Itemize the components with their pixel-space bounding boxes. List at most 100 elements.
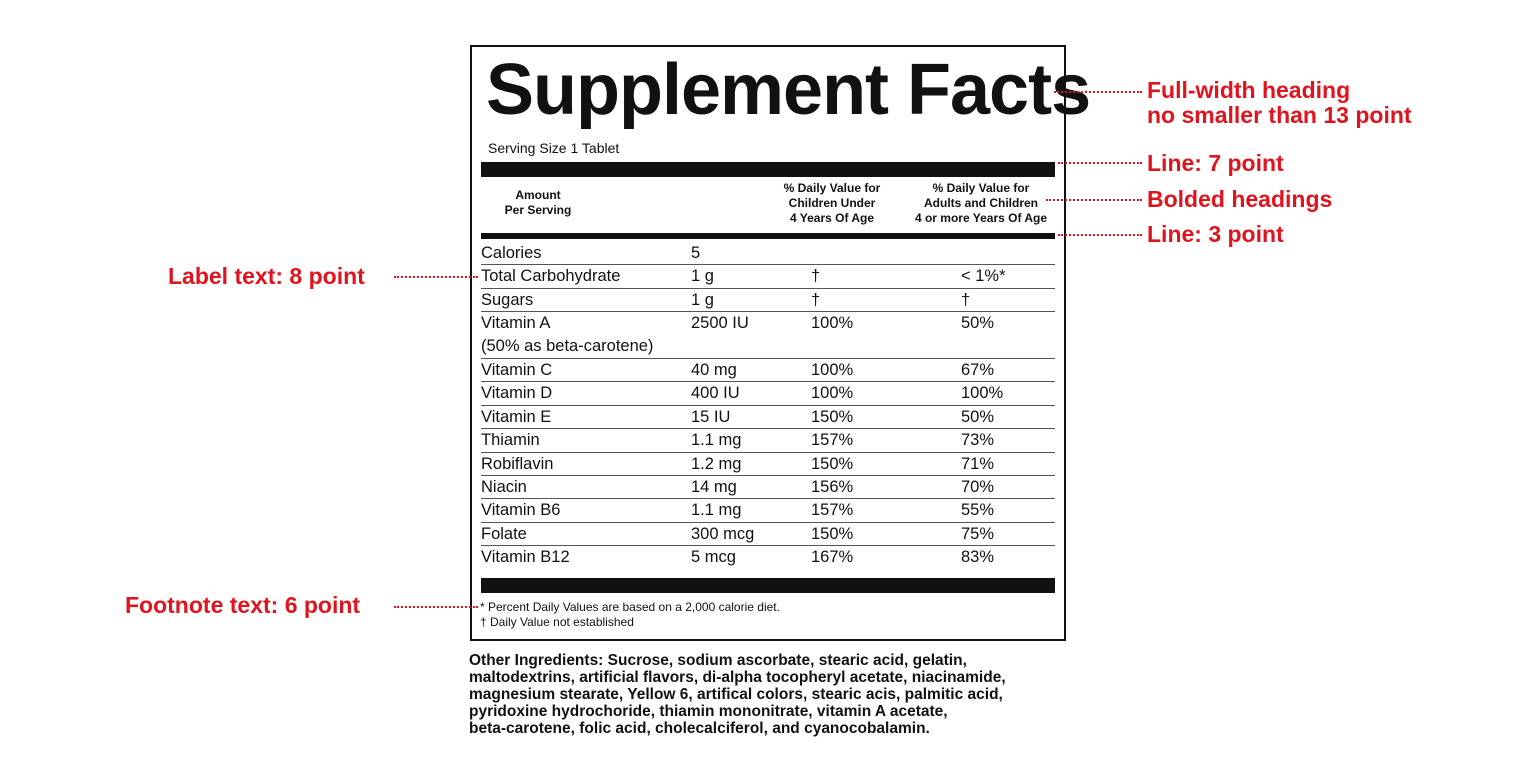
table-row: Vitamin A (50% as beta-carotene) 2500 IU… bbox=[481, 312, 1055, 359]
nutrient-amount: 14 mg bbox=[691, 477, 737, 496]
table-row: Sugars 1 g † † bbox=[481, 289, 1055, 313]
serving-size: Serving Size 1 Tablet bbox=[488, 140, 620, 156]
line7-leader-line bbox=[1058, 162, 1142, 164]
annotation-footnote-text: Footnote text: 6 point bbox=[125, 592, 361, 618]
nutrient-dv-adults: 50% bbox=[961, 407, 995, 426]
header-children-dv: % Daily Value for Children Under 4 Years… bbox=[767, 181, 897, 226]
table-row: Vitamin C 40 mg 100% 67% bbox=[481, 359, 1055, 383]
footnote-not-established: † Daily Value not established bbox=[480, 615, 634, 629]
header-adults-dv: % Daily Value for Adults and Children 4 … bbox=[906, 181, 1056, 226]
nutrient-dv-adults: † bbox=[961, 290, 971, 309]
nutrient-dv-children: 167% bbox=[811, 548, 854, 567]
nutrient-dv-adults: 73% bbox=[961, 431, 995, 450]
nutrient-dv-children: 100% bbox=[811, 360, 854, 379]
header-children-line: 4 Years Of Age bbox=[789, 211, 875, 225]
nutrient-name: Total Carbohydrate bbox=[481, 267, 621, 286]
nutrient-dv-adults: 67% bbox=[961, 360, 995, 379]
annotation-heading: Full-width heading no smaller than 13 po… bbox=[1147, 78, 1412, 128]
annotation-heading-line: Full-width heading bbox=[1147, 77, 1351, 103]
nutrient-amount: 300 mcg bbox=[691, 524, 755, 543]
table-row: Thiamin 1.1 mg 157% 73% bbox=[481, 429, 1055, 453]
nutrient-table: Calories 5 Total Carbohydrate 1 g † < 1%… bbox=[481, 242, 1055, 569]
header-children-line: Children Under bbox=[788, 196, 876, 210]
annotation-bolded-headings: Bolded headings bbox=[1147, 186, 1333, 212]
other-ingredients: Other Ingredients: Sucrose, sodium ascor… bbox=[469, 652, 1069, 737]
header-amount-per-serving: Amount Per Serving bbox=[498, 188, 578, 218]
nutrient-dv-children: † bbox=[811, 290, 821, 309]
annotation-line-3: Line: 3 point bbox=[1147, 221, 1284, 247]
table-row: Robiflavin 1.2 mg 150% 71% bbox=[481, 453, 1055, 476]
nutrient-name: Folate bbox=[481, 524, 527, 543]
nutrient-name: Robiflavin bbox=[481, 454, 554, 473]
ingredients-line: Other Ingredients: Sucrose, sodium ascor… bbox=[469, 652, 967, 669]
nutrient-name: Sugars bbox=[481, 290, 534, 309]
nutrient-name: Vitamin D bbox=[481, 384, 553, 403]
nutrient-amount: 400 IU bbox=[691, 384, 740, 403]
table-row: Vitamin E 15 IU 150% 50% bbox=[481, 406, 1055, 430]
ingredients-line: pyridoxine hydrochoride, thiamin mononit… bbox=[469, 703, 948, 720]
nutrient-amount: 1.1 mg bbox=[691, 431, 742, 450]
medium-rule bbox=[481, 233, 1055, 239]
table-row: Vitamin D 400 IU 100% 100% bbox=[481, 382, 1055, 406]
footnote-leader-line bbox=[394, 606, 478, 608]
nutrient-amount: 1 g bbox=[691, 267, 714, 286]
nutrient-name: Niacin bbox=[481, 477, 527, 496]
nutrient-dv-children: 156% bbox=[811, 477, 854, 496]
nutrient-dv-adults: 83% bbox=[961, 548, 995, 567]
header-adults-line: Adults and Children bbox=[924, 196, 1038, 210]
nutrient-name: Calories bbox=[481, 244, 542, 262]
nutrient-dv-children: † bbox=[811, 267, 821, 286]
table-row: Vitamin B6 1.1 mg 157% 55% bbox=[481, 499, 1055, 523]
nutrient-amount: 1 g bbox=[691, 290, 714, 309]
header-adults-line: 4 or more Years Of Age bbox=[914, 211, 1048, 225]
nutrient-amount: 15 IU bbox=[691, 407, 731, 426]
nutrient-amount: 5 bbox=[691, 244, 701, 262]
nutrient-dv-children: 100% bbox=[811, 384, 854, 403]
nutrient-amount: 1.1 mg bbox=[691, 501, 742, 520]
annotation-heading-line: no smaller than 13 point bbox=[1147, 102, 1412, 128]
nutrient-dv-adults: 100% bbox=[961, 384, 1004, 403]
nutrient-name: Vitamin A bbox=[481, 314, 551, 333]
nutrient-name: Vitamin C bbox=[481, 360, 553, 379]
nutrient-amount: 1.2 mg bbox=[691, 454, 742, 473]
annotation-line-7: Line: 7 point bbox=[1147, 150, 1284, 176]
nutrient-dv-children: 157% bbox=[811, 431, 854, 450]
nutrient-dv-adults: 71% bbox=[961, 454, 995, 473]
nutrient-dv-children: 150% bbox=[811, 454, 854, 473]
thick-rule-top bbox=[481, 162, 1055, 177]
nutrient-dv-adults: 50% bbox=[961, 314, 995, 333]
nutrient-dv-children: 150% bbox=[811, 407, 854, 426]
nutrient-dv-adults: 55% bbox=[961, 501, 995, 520]
ingredients-line: magnesium stearate, Yellow 6, artifical … bbox=[469, 686, 1003, 703]
bolded-leader-line bbox=[1046, 199, 1142, 201]
nutrient-name: Vitamin E bbox=[481, 407, 552, 426]
table-row: Folate 300 mcg 150% 75% bbox=[481, 523, 1055, 547]
nutrient-name: Thiamin bbox=[481, 431, 540, 450]
nutrient-name: Vitamin B6 bbox=[481, 501, 561, 520]
thick-rule-bottom bbox=[481, 578, 1055, 593]
nutrient-dv-adults: 70% bbox=[961, 477, 995, 496]
nutrient-subtext: (50% as beta-carotene) bbox=[481, 337, 654, 356]
label-text-leader-line bbox=[394, 276, 478, 278]
heading-leader-line bbox=[1054, 91, 1142, 93]
table-row: Calories 5 bbox=[481, 242, 1055, 266]
table-row: Vitamin B12 5 mcg 167% 83% bbox=[481, 546, 1055, 569]
ingredients-line: maltodextrins, artificial flavors, di-al… bbox=[469, 669, 1006, 686]
nutrient-dv-children: 100% bbox=[811, 314, 854, 333]
table-row: Total Carbohydrate 1 g † < 1%* bbox=[481, 265, 1055, 289]
header-children-line: % Daily Value for bbox=[783, 181, 881, 195]
supplement-facts-panel: Supplement Facts Serving Size 1 Tablet A… bbox=[470, 45, 1091, 641]
table-row: Niacin 14 mg 156% 70% bbox=[481, 476, 1055, 500]
footnote-daily-values: * Percent Daily Values are based on a 2,… bbox=[480, 600, 780, 614]
nutrient-dv-adults: 75% bbox=[961, 524, 995, 543]
nutrient-amount: 40 mg bbox=[691, 360, 737, 379]
line3-leader-line bbox=[1058, 234, 1142, 236]
nutrient-dv-adults: < 1%* bbox=[961, 267, 1006, 286]
header-amount-line: Amount bbox=[515, 188, 561, 202]
nutrient-amount: 5 mcg bbox=[691, 548, 736, 567]
nutrient-dv-children: 150% bbox=[811, 524, 854, 543]
header-adults-line: % Daily Value for bbox=[932, 181, 1030, 195]
panel-title: Supplement Facts bbox=[486, 50, 1091, 130]
nutrient-dv-children: 157% bbox=[811, 501, 854, 520]
nutrient-name: Vitamin B12 bbox=[481, 548, 570, 567]
